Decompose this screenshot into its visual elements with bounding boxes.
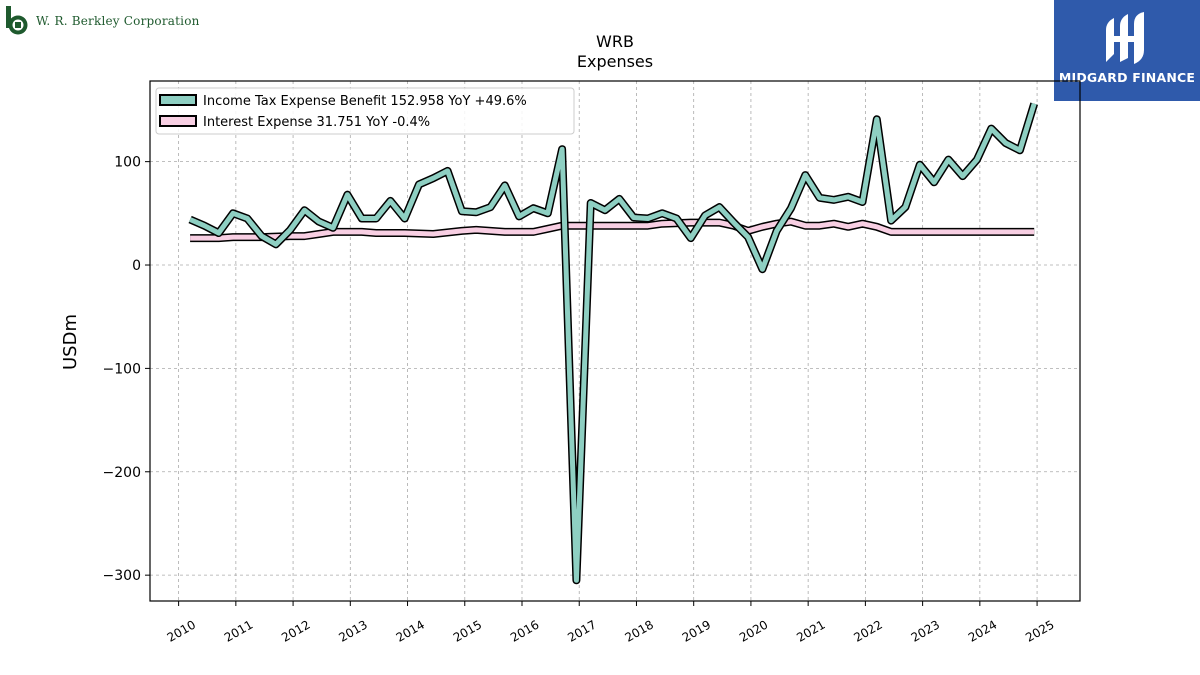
y-tick-label: −300 (103, 568, 141, 584)
x-tick-label: 2013 (336, 617, 369, 644)
x-tick-label: 2015 (451, 617, 484, 644)
legend-label: Interest Expense 31.751 YoY -0.4% (203, 115, 430, 130)
y-tick-label: −100 (103, 361, 141, 377)
x-tick-label: 2019 (680, 617, 713, 644)
chart-subtitle: Expenses (577, 52, 653, 71)
y-axis-label: USDm (60, 314, 81, 370)
legend: Income Tax Expense Benefit 152.958 YoY +… (155, 87, 575, 135)
x-tick-label: 2010 (165, 617, 198, 644)
midgard-finance-logo: MIDGARD FINANCE (1054, 0, 1200, 101)
x-tick-label: 2017 (565, 617, 598, 644)
legend-label: Income Tax Expense Benefit 152.958 YoY +… (203, 94, 527, 109)
axis-ticks: 100 0 −100 −200 −300 2010 2011 2012 2013 2014 2015… (103, 155, 1057, 645)
y-tick-label: 0 (132, 258, 141, 274)
x-tick-label: 2011 (222, 617, 255, 644)
wr-berkley-logo: W. R. Berkley Corporation (4, 4, 200, 38)
grid-lines (150, 81, 1080, 601)
series-outline (188, 102, 1039, 585)
series-line (190, 219, 1035, 241)
y-tick-label: −200 (103, 465, 141, 481)
series-layer (188, 102, 1039, 585)
midgard-emblem-icon (1106, 12, 1144, 64)
series-line (189, 102, 1037, 583)
x-tick-label: 2016 (508, 617, 541, 644)
midgard-brand-name: MIDGARD FINANCE (1058, 70, 1196, 85)
x-tick-label: 2018 (623, 617, 656, 644)
plot-frame (149, 80, 1081, 602)
x-tick-label: 2012 (279, 617, 312, 644)
y-tick-label: 100 (114, 155, 141, 171)
x-tick-label: 2022 (851, 617, 884, 644)
x-tick-label: 2021 (794, 617, 827, 644)
legend-swatch (159, 94, 197, 106)
x-tick-label: 2023 (909, 617, 942, 644)
x-tick-label: 2024 (966, 617, 999, 644)
legend-box (155, 87, 575, 135)
wr-berkley-emblem-icon (6, 6, 28, 35)
x-tick-label: 2014 (394, 617, 427, 644)
x-tick-label: 2020 (737, 617, 770, 644)
chart-title: WRB (596, 32, 634, 51)
company-name: W. R. Berkley Corporation (36, 14, 200, 28)
legend-swatch (159, 115, 197, 127)
x-tick-label: 2025 (1023, 617, 1056, 644)
